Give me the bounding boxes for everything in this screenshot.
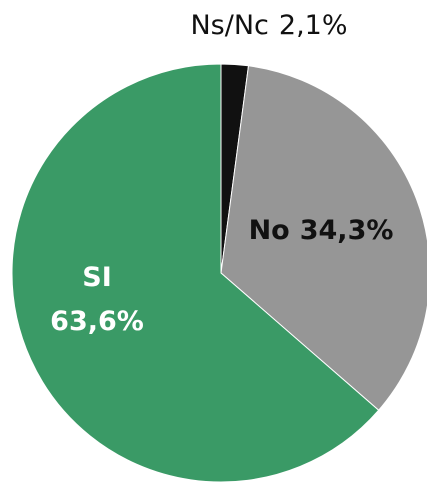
slice-label: No 34,3% — [249, 215, 394, 246]
slice-value: 34,3% — [300, 215, 394, 246]
slice-category: No — [249, 215, 290, 246]
slice-value: 2,1% — [279, 10, 348, 41]
slice-label: Ns/Nc 2,1% — [190, 10, 347, 41]
slice-label: SI 63,6% — [50, 262, 144, 337]
slice-value: 63,6% — [50, 306, 144, 337]
slice-category: Ns/Nc — [190, 10, 268, 41]
slice-category: SI — [82, 262, 112, 293]
pie-slice — [11, 63, 380, 483]
pie-slice — [220, 65, 427, 411]
